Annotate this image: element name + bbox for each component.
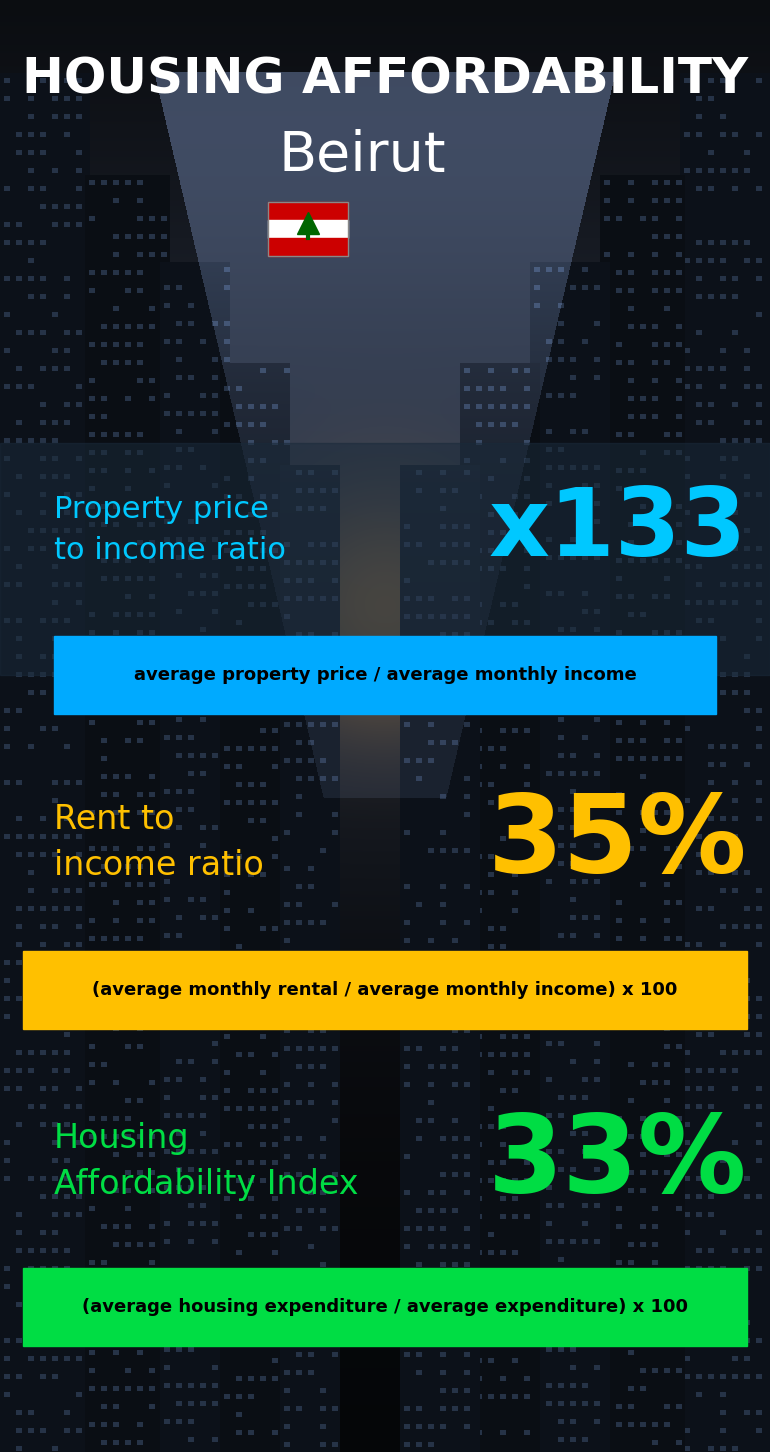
Text: (average monthly rental / average monthly income) x 100: (average monthly rental / average monthl…	[92, 982, 678, 999]
Bar	[268, 221, 348, 238]
Bar	[0, 443, 770, 675]
Bar	[23, 1268, 747, 1346]
Text: (average housing expenditure / average expenditure) x 100: (average housing expenditure / average e…	[82, 1298, 688, 1316]
Text: x133: x133	[489, 484, 747, 576]
Text: 35%: 35%	[487, 788, 747, 896]
Text: Beirut: Beirut	[278, 128, 446, 183]
Text: Rent to
income ratio: Rent to income ratio	[54, 803, 264, 881]
Bar	[268, 238, 348, 257]
Bar	[268, 202, 348, 221]
Text: average property price / average monthly income: average property price / average monthly…	[134, 666, 636, 684]
Bar	[268, 202, 348, 257]
Text: Property price
to income ratio: Property price to income ratio	[54, 495, 286, 565]
Text: HOUSING AFFORDABILITY: HOUSING AFFORDABILITY	[22, 55, 748, 105]
Text: 33%: 33%	[487, 1108, 747, 1215]
Bar	[23, 951, 747, 1029]
Bar	[54, 636, 716, 714]
Text: Housing
Affordability Index: Housing Affordability Index	[54, 1122, 358, 1201]
